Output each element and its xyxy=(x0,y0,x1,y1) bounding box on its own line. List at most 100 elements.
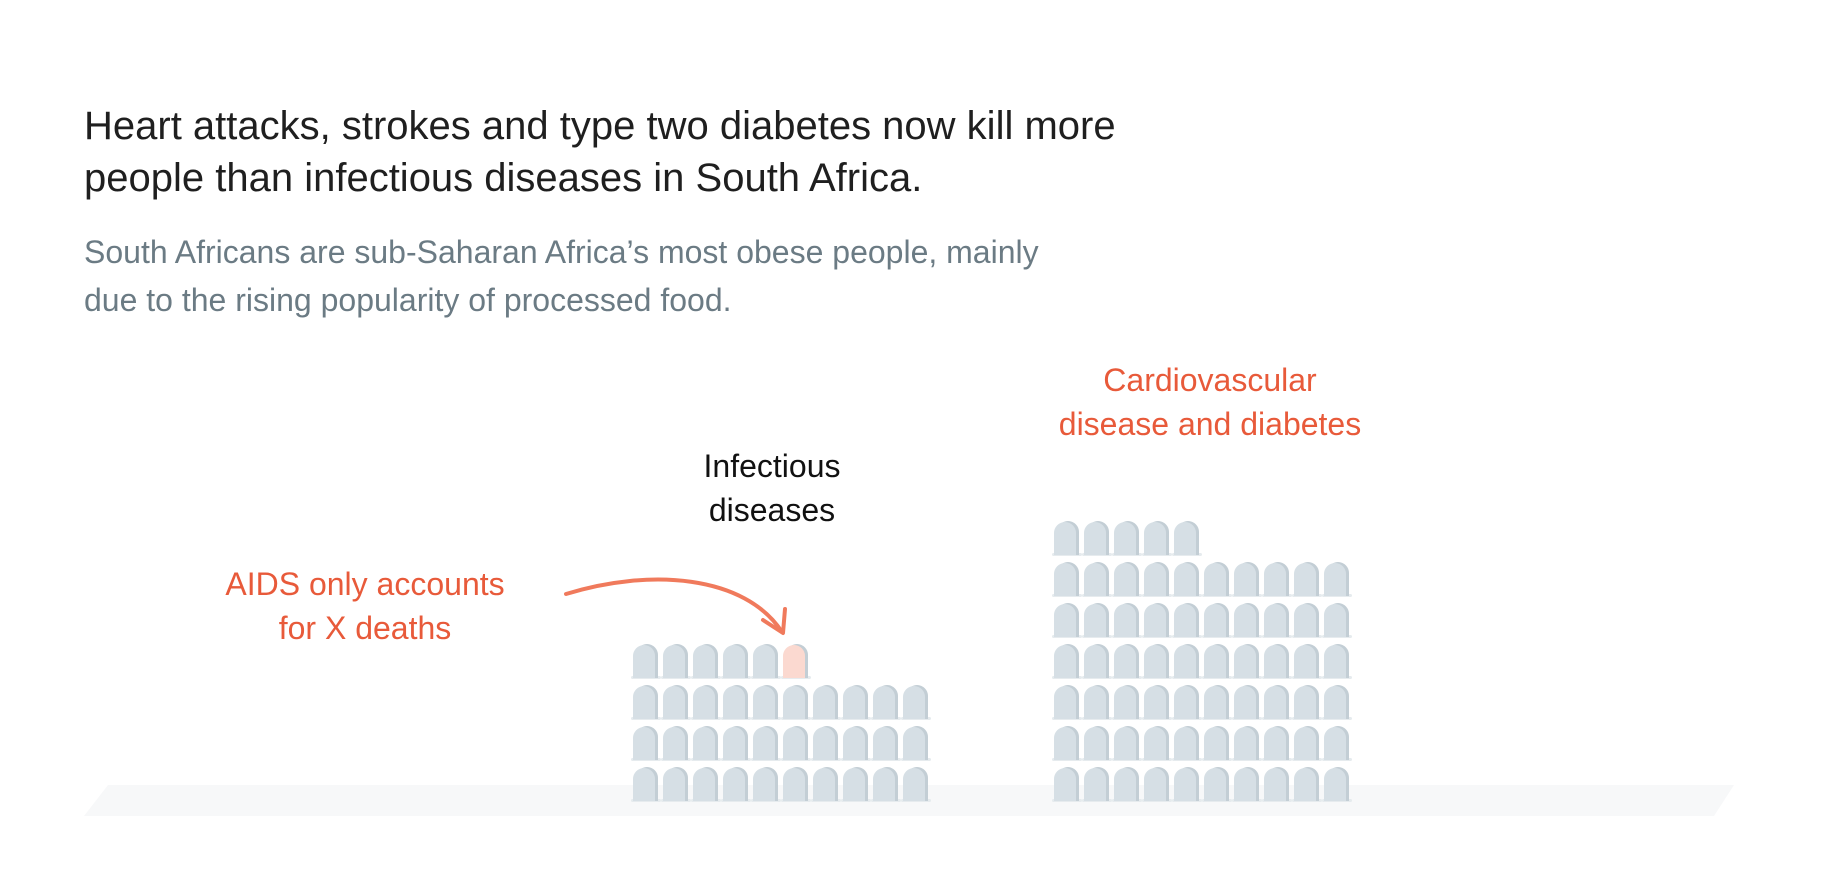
cardio-tombstone xyxy=(1262,685,1292,720)
cardio-tombstone xyxy=(1112,685,1142,720)
infectious-tombstone xyxy=(661,685,691,720)
cardio-tombstone xyxy=(1112,562,1142,597)
cardio-tombstone xyxy=(1082,726,1112,761)
infectious-tombstone xyxy=(661,726,691,761)
cardio-tombstone xyxy=(1202,644,1232,679)
cardio-tombstone xyxy=(1322,685,1352,720)
cardio-tombstone xyxy=(1292,562,1322,597)
cardio-tombstone xyxy=(1202,685,1232,720)
cardio-tombstone xyxy=(1232,562,1262,597)
infectious-tombstone xyxy=(721,726,751,761)
infectious-tombstone xyxy=(661,644,691,679)
infectious-tombstone xyxy=(691,767,721,802)
cardio-tombstone xyxy=(1322,603,1352,638)
cardio-tombstone xyxy=(1262,562,1292,597)
infectious-tombstone xyxy=(631,644,661,679)
cardio-tombstone xyxy=(1112,521,1142,556)
infectious-tombstone xyxy=(721,767,751,802)
cardio-tombstone xyxy=(1052,644,1082,679)
cardio-tombstone xyxy=(1232,603,1262,638)
infectious-tombstone xyxy=(811,726,841,761)
infectious-tombstone xyxy=(751,685,781,720)
page-title: Heart attacks, strokes and type two diab… xyxy=(84,104,1116,200)
infectious-tombstone xyxy=(781,767,811,802)
infectious-tombstone xyxy=(811,767,841,802)
cardio-tombstone xyxy=(1082,562,1112,597)
cardio-tombstone xyxy=(1142,767,1172,802)
cardio-tombstone xyxy=(1292,644,1322,679)
cardio-tombstone xyxy=(1052,603,1082,638)
infectious-tombstone xyxy=(871,685,901,720)
cardio-tombstone xyxy=(1262,603,1292,638)
infectious-tombstone xyxy=(781,644,811,679)
infectious-tombstone xyxy=(841,685,871,720)
cardio-tombstone xyxy=(1142,521,1172,556)
cardio-tombstone xyxy=(1232,644,1262,679)
cardio-tombstone xyxy=(1142,562,1172,597)
cardio-tombstone xyxy=(1202,562,1232,597)
infectious-tombstone xyxy=(751,726,781,761)
cardio-tombstone xyxy=(1142,603,1172,638)
cardio-tombstone xyxy=(1172,562,1202,597)
infectious-tombstone xyxy=(811,685,841,720)
cardio-tombstone xyxy=(1082,767,1112,802)
cardio-tombstone xyxy=(1172,767,1202,802)
infectious-tombstone xyxy=(901,685,931,720)
infectious-tombstone xyxy=(661,767,691,802)
cardio-tombstone xyxy=(1292,726,1322,761)
cardio-tombstone xyxy=(1202,767,1232,802)
infectious-tombstone xyxy=(781,685,811,720)
infectious-tombstone xyxy=(901,726,931,761)
infectious-tombstone xyxy=(871,726,901,761)
infectious-tombstone xyxy=(721,644,751,679)
cardio-tombstone xyxy=(1172,603,1202,638)
aids-annotation-arrowhead xyxy=(761,607,787,635)
cardio-tombstone xyxy=(1292,685,1322,720)
cardio-tombstone xyxy=(1082,521,1112,556)
cardio-tombstone xyxy=(1262,644,1292,679)
cardio-tombstone xyxy=(1262,767,1292,802)
infectious-tombstone xyxy=(841,726,871,761)
cardio-tombstone xyxy=(1322,767,1352,802)
cardio-tombstone xyxy=(1052,767,1082,802)
infectious-tombstone xyxy=(631,767,661,802)
cardio-tombstone xyxy=(1142,726,1172,761)
cardio-tombstone xyxy=(1232,726,1262,761)
cardio-tombstone xyxy=(1172,726,1202,761)
infectious-tombstone xyxy=(631,726,661,761)
cardio-tombstone xyxy=(1052,685,1082,720)
cardio-tombstone xyxy=(1112,603,1142,638)
infectious-tombstone xyxy=(751,644,781,679)
cardio-tombstone xyxy=(1112,767,1142,802)
infectious-tombstone xyxy=(721,685,751,720)
aids-annotation-label: AIDS only accounts for X deaths xyxy=(225,566,505,646)
cardio-tombstone xyxy=(1052,521,1082,556)
cardio-tombstone xyxy=(1082,644,1112,679)
cardiovascular-label: Cardiovascular disease and diabetes xyxy=(1058,362,1362,442)
cardio-tombstone xyxy=(1142,685,1172,720)
cardio-tombstone xyxy=(1262,726,1292,761)
aids-annotation-arrow xyxy=(564,577,784,634)
cardio-tombstone xyxy=(1052,726,1082,761)
page-subtitle: South Africans are sub-Saharan Africa’s … xyxy=(84,234,1039,318)
infectious-tombstone xyxy=(691,685,721,720)
cardio-tombstone xyxy=(1142,644,1172,679)
infectious-tombstone xyxy=(751,767,781,802)
cardio-tombstone xyxy=(1202,603,1232,638)
cardio-tombstone xyxy=(1082,685,1112,720)
infectious-tombstone xyxy=(631,685,661,720)
cardio-tombstone xyxy=(1232,767,1262,802)
infectious-diseases-pictogram xyxy=(631,644,931,802)
cardio-tombstone xyxy=(1172,521,1202,556)
infectious-tombstone xyxy=(901,767,931,802)
cardio-tombstone xyxy=(1322,562,1352,597)
cardio-tombstone xyxy=(1292,767,1322,802)
cardio-tombstone xyxy=(1322,726,1352,761)
cardio-tombstone xyxy=(1232,685,1262,720)
cardio-tombstone xyxy=(1202,726,1232,761)
cardio-tombstone xyxy=(1172,685,1202,720)
cardio-tombstone xyxy=(1112,644,1142,679)
cardio-tombstone xyxy=(1172,644,1202,679)
